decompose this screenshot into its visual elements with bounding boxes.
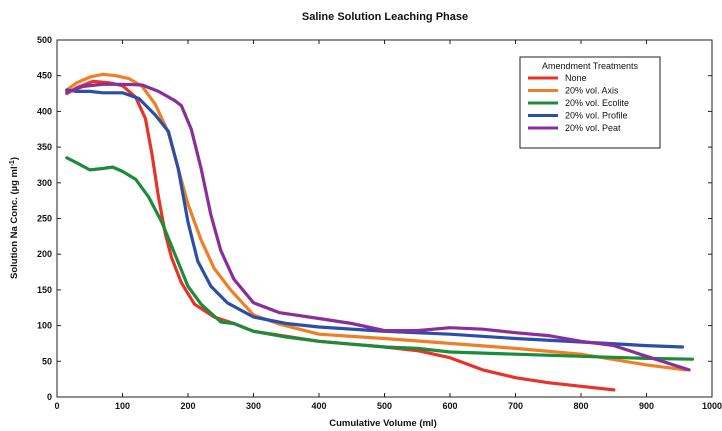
- y-tick-label: 100: [37, 321, 52, 331]
- series-line-4: [65, 88, 685, 349]
- y-axis-label-close: ): [9, 157, 20, 160]
- x-tick-label: 900: [639, 401, 654, 411]
- chart-title: Saline Solution Leaching Phase: [302, 11, 468, 23]
- legend-entry-label: 20% vol. Profile: [565, 111, 628, 121]
- x-tick-label: 300: [246, 401, 261, 411]
- series-line-5: [65, 82, 691, 372]
- x-tick-label: 100: [115, 401, 130, 411]
- y-tick-label: 350: [37, 142, 52, 152]
- legend-entry-label: 20% vol. Peat: [565, 123, 621, 133]
- series-line-3: [65, 156, 694, 361]
- y-tick-label: 150: [37, 285, 52, 295]
- y-tick-label: 400: [37, 106, 52, 116]
- x-axis-label: Cumulative Volume (ml): [329, 418, 437, 429]
- x-tick-label: 700: [508, 401, 523, 411]
- x-tick-label: 400: [311, 401, 326, 411]
- x-tick-label: 500: [377, 401, 392, 411]
- y-axis-label-main: Solution Na Conc. (µg ml: [9, 166, 20, 279]
- y-tick-label: 500: [37, 35, 52, 45]
- x-tick-label: 200: [180, 401, 195, 411]
- x-tick-label: 600: [442, 401, 457, 411]
- y-tick-label: 250: [37, 214, 52, 224]
- y-axis-label-superscript: -1: [9, 160, 16, 166]
- x-tick-label: 800: [573, 401, 588, 411]
- y-tick-label: 50: [42, 356, 52, 366]
- y-tick-label: 300: [37, 178, 52, 188]
- x-tick-label: 0: [54, 401, 59, 411]
- legend-entry-label: 20% vol. Axis: [565, 86, 619, 96]
- legend: Amendment Treatments None 20% vol. Axis 20…: [519, 56, 661, 149]
- legend-entry-label: None: [565, 73, 587, 83]
- y-tick-label: 0: [47, 392, 52, 402]
- legend-title: Amendment Treatments: [542, 61, 639, 71]
- x-tick-label: 1000: [702, 401, 722, 411]
- plot-area: 0 100 200 300 400 500 600 700 800 900 1000 0 50 100 15…: [37, 35, 722, 411]
- y-axis-label: Solution Na Conc. (µg ml-1): [9, 157, 20, 279]
- y-tick-label: 450: [37, 71, 52, 81]
- legend-entry-label: 20% vol. Ecolite: [565, 98, 629, 108]
- series-line-2: [65, 72, 688, 372]
- y-tick-label: 200: [37, 249, 52, 259]
